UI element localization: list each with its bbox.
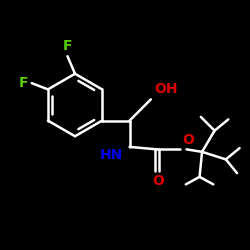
Text: F: F — [63, 39, 72, 53]
Text: OH: OH — [154, 82, 177, 96]
Text: F: F — [19, 76, 29, 90]
Text: O: O — [152, 174, 164, 188]
Text: O: O — [182, 134, 194, 147]
Text: HN: HN — [100, 148, 123, 162]
